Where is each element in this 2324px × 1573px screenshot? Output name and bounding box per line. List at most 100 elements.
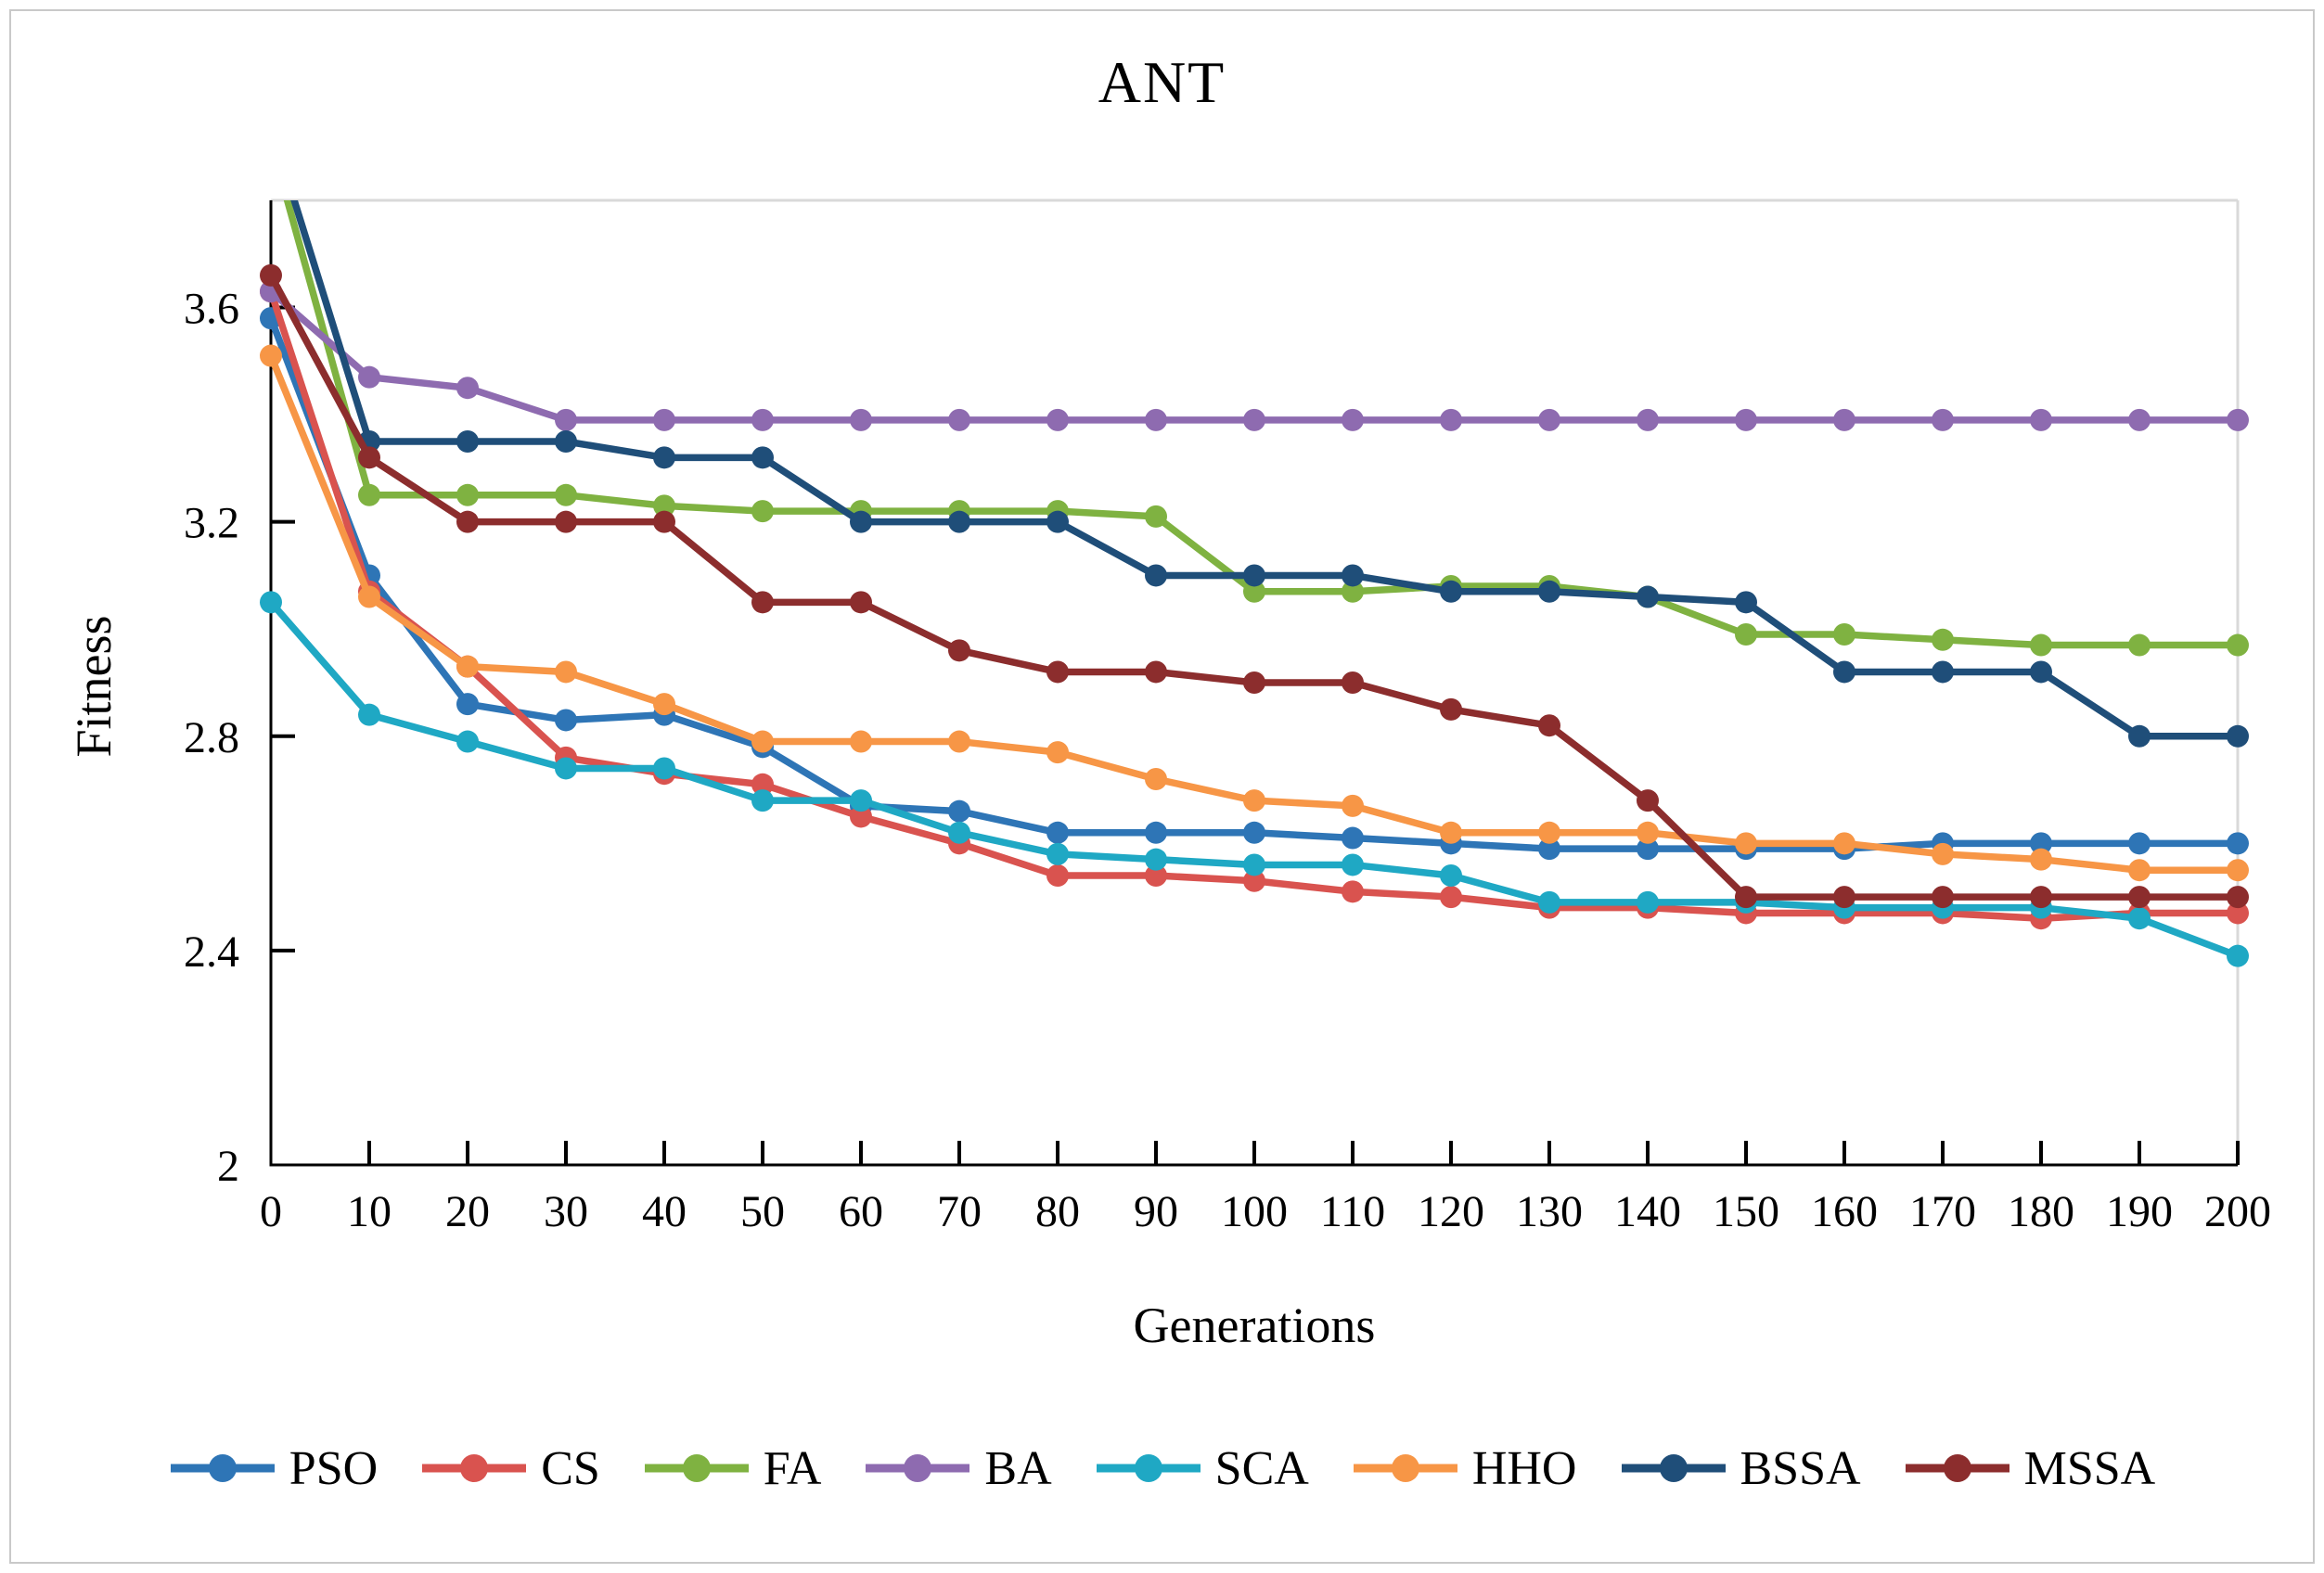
data-point-BA [1538,408,1560,431]
data-point-MSSA [2128,886,2151,909]
legend-marker-CS [422,1454,527,1482]
x-tick-label: 180 [2008,1187,2074,1236]
data-point-BSSA [1145,564,1167,587]
data-point-PSO [456,693,479,716]
data-point-SCA [1046,842,1069,865]
data-point-FA [456,483,479,506]
data-point-CS [850,805,872,828]
data-point-BA [751,408,774,431]
x-tick-label: 150 [1713,1187,1779,1236]
x-tick-label: 110 [1320,1187,1385,1236]
data-point-MSSA [260,263,282,287]
data-point-PSO [1243,821,1265,844]
data-point-BSSA [260,114,282,136]
data-point-HHO [1145,768,1167,790]
data-point-HHO [358,585,380,608]
data-point-FA [2030,633,2052,657]
data-point-HHO [555,660,577,684]
chart-title: ANT [1098,49,1226,115]
data-point-SCA [948,821,970,844]
data-point-BSSA [850,510,872,533]
data-point-HHO [1833,832,1855,855]
y-tick-label: 2.8 [184,713,239,762]
legend-marker-BA [866,1454,970,1482]
data-point-CS [1440,886,1462,909]
data-point-MSSA [850,591,872,614]
data-point-MSSA [358,446,380,469]
data-point-HHO [260,344,282,367]
data-point-MSSA [1046,660,1069,684]
x-tick-label: 200 [2204,1187,2271,1236]
data-point-BSSA [555,430,577,453]
data-point-BA [1342,408,1364,431]
data-point-HHO [1440,821,1462,844]
data-point-MSSA [2030,886,2052,909]
data-point-PSO [1637,838,1659,861]
data-point-MSSA [948,639,970,662]
data-point-BSSA [1440,580,1462,603]
data-point-HHO [850,730,872,753]
data-point-BSSA [2030,660,2052,684]
data-point-PSO [1538,838,1560,861]
legend-item-HHO: HHO [1352,1441,1577,1496]
data-point-PSO [948,799,970,823]
x-tick-label: 140 [1614,1187,1681,1236]
data-point-HHO [2030,848,2052,871]
x-tick-label: 20 [445,1187,490,1236]
x-tick-label: 90 [1134,1187,1178,1236]
data-point-FA [1833,623,1855,646]
data-point-BSSA [2128,724,2151,748]
data-point-BA [1735,408,1757,431]
legend: PSO CS FA BA SCA HHO BSSA MSSA [0,1417,2324,1519]
legend-label-FA: FA [763,1441,822,1495]
x-axis-title: Generations [1133,1298,1376,1353]
data-point-BA [358,365,380,389]
data-point-BA [653,408,675,431]
legend-marker-HHO [1353,1454,1457,1482]
data-point-BA [555,408,577,431]
data-point-FA [1243,580,1265,603]
legend-item-MSSA: MSSA [1904,1441,2155,1496]
x-tick-label: 30 [544,1187,588,1236]
data-point-MSSA [1833,886,1855,909]
data-point-MSSA [751,591,774,614]
data-point-SCA [653,757,675,780]
legend-marker-BSSA [1621,1454,1726,1482]
data-point-PSO [2227,832,2249,855]
legend-item-CS: CS [420,1441,600,1496]
data-point-MSSA [1440,697,1462,721]
data-point-CS [1342,880,1364,903]
data-point-BA [1046,408,1069,431]
data-point-BSSA [653,446,675,469]
legend-marker-FA [644,1454,749,1482]
data-point-MSSA [1538,714,1560,737]
data-point-BA [456,377,479,400]
data-point-MSSA [1637,789,1659,812]
data-point-FA [2128,633,2151,657]
x-tick-label: 130 [1516,1187,1583,1236]
data-point-PSO [1046,821,1069,844]
x-tick-label: 80 [1035,1187,1080,1236]
legend-item-BA: BA [864,1441,1052,1496]
data-point-CS [751,773,774,796]
data-point-BSSA [1046,510,1069,533]
x-tick-label: 190 [2106,1187,2173,1236]
legend-item-FA: FA [643,1441,822,1496]
data-point-FA [1342,580,1364,603]
x-tick-label: 120 [1418,1187,1484,1236]
data-point-BSSA [751,446,774,469]
data-point-HHO [456,655,479,678]
legend-item-SCA: SCA [1095,1441,1309,1496]
data-point-HHO [1046,741,1069,764]
data-point-HHO [1342,794,1364,817]
data-point-BSSA [1538,580,1560,603]
y-tick-label: 2.4 [184,927,239,977]
legend-marker-SCA [1096,1454,1201,1482]
legend-label-CS: CS [541,1441,600,1495]
data-point-BA [1440,408,1462,431]
legend-label-PSO: PSO [289,1441,379,1495]
x-tick-label: 70 [937,1187,982,1236]
data-point-SCA [2227,944,2249,967]
